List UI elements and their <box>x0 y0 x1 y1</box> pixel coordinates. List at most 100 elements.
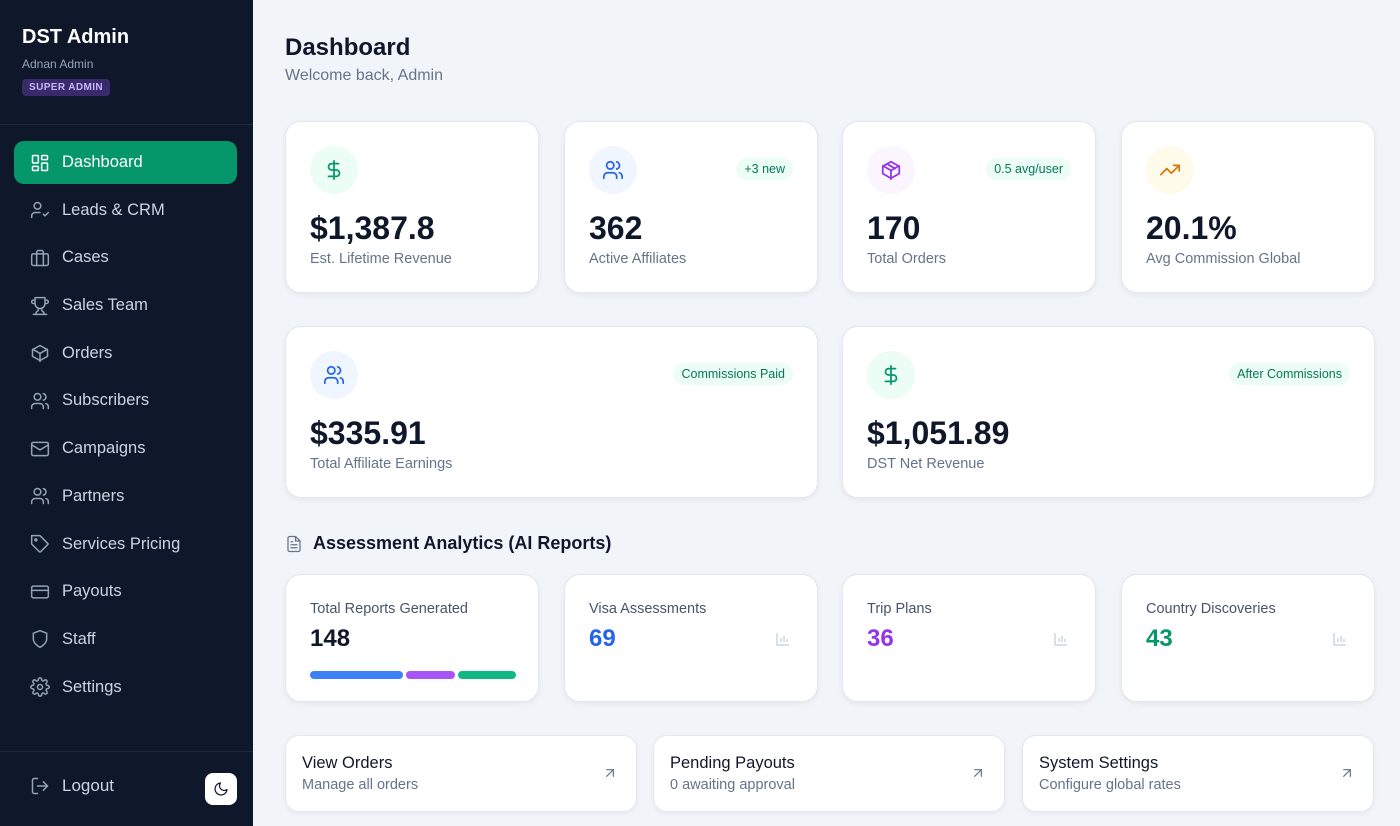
stat-card-net-revenue: After Commissions $1,051.89 DST Net Reve… <box>842 326 1375 498</box>
stat-label: Total Orders <box>867 251 946 267</box>
tag-icon <box>30 534 50 554</box>
quick-link-view-orders[interactable]: View Orders Manage all orders <box>285 735 637 812</box>
sidebar-item-settings[interactable]: Settings <box>14 666 237 709</box>
bar-chart-icon <box>1053 631 1069 647</box>
stat-card-affiliate-earnings: Commissions Paid $335.91 Total Affiliate… <box>285 326 818 498</box>
sidebar-item-services-pricing[interactable]: Services Pricing <box>14 523 237 566</box>
analytics-value: 36 <box>867 625 894 652</box>
logout-label: Logout <box>62 776 114 795</box>
users-icon <box>30 486 50 506</box>
dollar-icon <box>310 146 358 194</box>
arrow-up-right-icon <box>602 765 618 781</box>
analytics-label: Visa Assessments <box>589 601 707 617</box>
trophy-icon <box>30 296 50 316</box>
sidebar-item-label: Orders <box>62 343 113 362</box>
analytics-label: Trip Plans <box>867 601 932 617</box>
sidebar-item-sales-team[interactable]: Sales Team <box>14 284 237 327</box>
sidebar-item-orders[interactable]: Orders <box>14 332 237 375</box>
sidebar-item-payouts[interactable]: Payouts <box>14 570 237 613</box>
breakdown-bar-segment <box>310 671 404 679</box>
arrow-up-right-icon <box>1339 765 1355 781</box>
breakdown-bar-segment <box>406 671 455 679</box>
sidebar-item-label: Services Pricing <box>62 534 181 553</box>
sidebar-item-label: Campaigns <box>62 439 146 458</box>
analytics-card-total-reports: Total Reports Generated 148 <box>285 574 539 702</box>
user-check-icon <box>30 200 50 220</box>
role-badge: SUPER ADMIN <box>22 79 111 96</box>
sidebar-item-label: Leads & CRM <box>62 200 165 219</box>
analytics-value: 69 <box>589 625 616 652</box>
stat-badge: Commissions Paid <box>673 363 793 385</box>
link-subtitle: Manage all orders <box>302 777 419 793</box>
stat-card-active-affiliates: +3 new 362 Active Affiliates <box>564 121 818 293</box>
user-name: Adnan Admin <box>22 57 94 71</box>
stat-label: Active Affiliates <box>589 251 687 267</box>
analytics-label: Total Reports Generated <box>310 601 468 617</box>
stat-badge: After Commissions <box>1229 363 1350 385</box>
package-icon <box>30 343 50 363</box>
sidebar-footer: Logout <box>0 751 253 826</box>
sidebar-item-leads-crm[interactable]: Leads & CRM <box>14 189 237 232</box>
users-icon <box>589 146 637 194</box>
analytics-card-country-discoveries: Country Discoveries 43 <box>1121 574 1375 702</box>
sidebar-item-label: Settings <box>62 677 122 696</box>
sidebar-item-label: Payouts <box>62 582 122 601</box>
dollar-icon <box>867 351 915 399</box>
stat-card-total-orders: 0.5 avg/user 170 Total Orders <box>842 121 1096 293</box>
stat-badge: 0.5 avg/user <box>986 158 1071 180</box>
stat-label: Est. Lifetime Revenue <box>310 251 452 267</box>
mail-icon <box>30 439 50 459</box>
sidebar-item-label: Cases <box>62 248 109 267</box>
stat-value: $335.91 <box>310 415 426 451</box>
link-title: View Orders <box>302 754 393 772</box>
gear-icon <box>30 677 50 697</box>
stat-label: DST Net Revenue <box>867 456 985 472</box>
analytics-value: 43 <box>1146 625 1173 652</box>
moon-icon <box>214 782 228 796</box>
page-subtitle: Welcome back, Admin <box>285 67 443 84</box>
stat-value: 362 <box>589 210 643 246</box>
sidebar-item-label: Partners <box>62 486 125 505</box>
users-icon <box>310 351 358 399</box>
sidebar-item-subscribers[interactable]: Subscribers <box>14 379 237 422</box>
link-title: Pending Payouts <box>670 754 795 772</box>
users-icon <box>30 391 50 411</box>
sidebar-item-partners[interactable]: Partners <box>14 475 237 518</box>
sidebar-item-label: Staff <box>62 629 96 648</box>
stat-badge: +3 new <box>736 158 793 180</box>
quick-link-system-settings[interactable]: System Settings Configure global rates <box>1022 735 1374 812</box>
trending-up-icon <box>1146 146 1194 194</box>
arrow-up-right-icon <box>970 765 986 781</box>
stat-value: $1,051.89 <box>867 415 1010 451</box>
credit-card-icon <box>30 582 50 602</box>
analytics-section-header: Assessment Analytics (AI Reports) <box>285 533 611 554</box>
sidebar-item-label: Subscribers <box>62 391 150 410</box>
link-subtitle: 0 awaiting approval <box>670 777 795 793</box>
section-title: Assessment Analytics (AI Reports) <box>313 533 612 553</box>
sidebar-item-cases[interactable]: Cases <box>14 236 237 279</box>
theme-toggle-button[interactable] <box>205 773 237 805</box>
sidebar-item-label: Sales Team <box>62 296 148 315</box>
briefcase-icon <box>30 248 50 268</box>
shield-icon <box>30 629 50 649</box>
layout-grid-icon <box>30 153 50 173</box>
link-title: System Settings <box>1039 754 1159 772</box>
sidebar-item-dashboard[interactable]: Dashboard <box>14 141 237 184</box>
page-title: Dashboard <box>285 34 411 61</box>
breakdown-bar-segment <box>457 671 516 679</box>
bar-chart-icon <box>1332 631 1348 647</box>
sidebar-item-staff[interactable]: Staff <box>14 618 237 661</box>
reports-breakdown-bar <box>310 671 516 679</box>
package-icon <box>867 146 915 194</box>
bar-chart-icon <box>775 631 791 647</box>
logout-icon <box>31 777 49 795</box>
stat-label: Avg Commission Global <box>1146 251 1301 267</box>
stat-card-lifetime-revenue: $1,387.8 Est. Lifetime Revenue <box>285 121 539 293</box>
sidebar-nav: Dashboard Leads & CRM Cases Sales Team O… <box>14 141 237 713</box>
sidebar-item-campaigns[interactable]: Campaigns <box>14 427 237 470</box>
quick-link-pending-payouts[interactable]: Pending Payouts 0 awaiting approval <box>653 735 1005 812</box>
brand-title: DST Admin <box>22 26 130 48</box>
stat-label: Total Affiliate Earnings <box>310 456 453 472</box>
analytics-value: 148 <box>310 625 351 652</box>
logout-button[interactable]: Logout <box>30 776 114 796</box>
